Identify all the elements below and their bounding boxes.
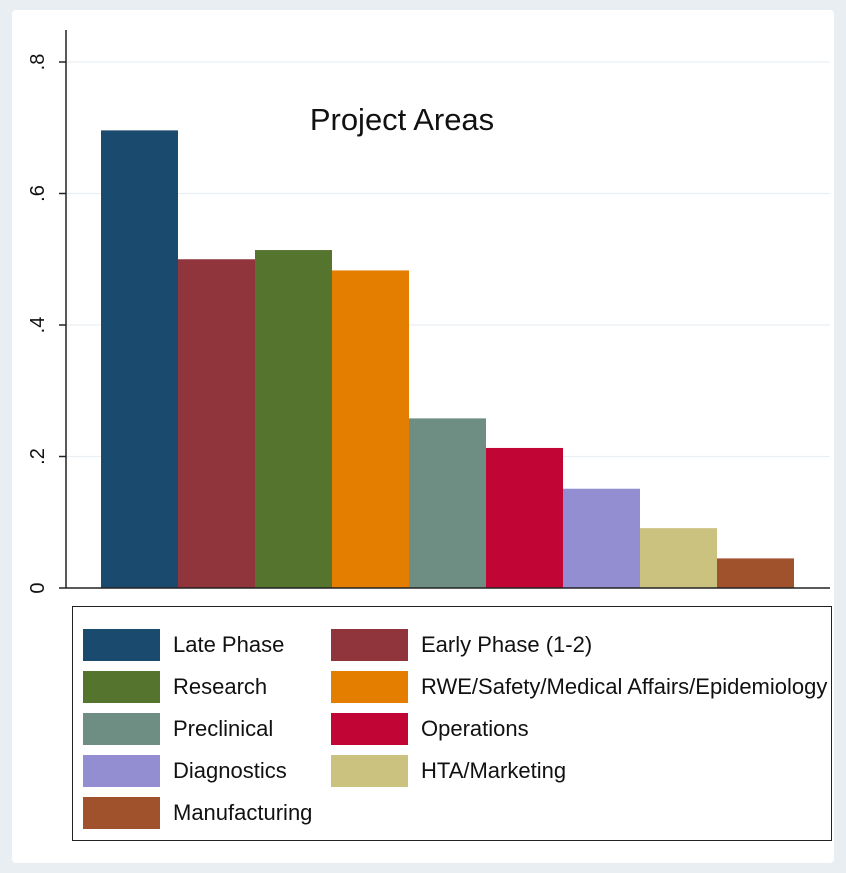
bar-research <box>255 250 332 589</box>
legend-swatch <box>331 755 408 787</box>
legend-label: Research <box>173 674 268 699</box>
legend-item: Late Phase <box>83 627 284 663</box>
legend-item: Early Phase (1-2) <box>331 627 592 663</box>
bar-chart: 0 .2 .4 .6 .8 Project Areas <box>27 30 830 594</box>
legend-swatch <box>331 713 408 745</box>
legend-item: Diagnostics <box>83 753 287 789</box>
bar-hta-marketing <box>640 528 717 588</box>
bar-diagnostics <box>563 488 640 588</box>
chart-frame: 0 .2 .4 .6 .8 Project Areas Late Phase Early … <box>12 10 834 863</box>
legend-item: Manufacturing <box>83 795 312 831</box>
bar-preclinical <box>409 418 486 588</box>
y-tick-label: 0 <box>27 582 49 593</box>
y-tick-label: .2 <box>27 448 49 465</box>
legend-label: Preclinical <box>173 716 274 741</box>
bar-manufacturing <box>717 558 794 588</box>
legend-swatch <box>331 671 408 703</box>
legend-swatch <box>83 755 160 787</box>
y-tick-label: .4 <box>27 317 49 334</box>
legend-label: Manufacturing <box>173 800 313 825</box>
bar-late-phase <box>101 130 178 588</box>
bars-group <box>101 130 794 589</box>
legend-label: Late Phase <box>173 632 285 657</box>
legend-item: Operations <box>331 711 529 747</box>
legend-item: Research <box>83 669 267 705</box>
legend-swatch <box>83 797 160 829</box>
legend-swatch <box>83 671 160 703</box>
legend-label: Early Phase (1-2) <box>421 632 593 657</box>
bar-rwe-safety-medical-affairs-epidemiology <box>332 270 409 588</box>
y-axis: 0 .2 .4 .6 .8 <box>27 30 830 594</box>
legend-swatch <box>83 629 160 661</box>
bar-early-phase-1-2 <box>178 259 255 588</box>
y-tick-label: .6 <box>27 185 49 202</box>
legend-label: HTA/Marketing <box>421 758 567 783</box>
legend-label: RWE/Safety/Medical Affairs/Epidemiology <box>421 674 828 699</box>
legend-swatch <box>83 713 160 745</box>
legend-label: Operations <box>421 716 529 741</box>
bar-operations <box>486 447 563 588</box>
legend-item: HTA/Marketing <box>331 753 566 789</box>
legend-item: RWE/Safety/Medical Affairs/Epidemiology <box>331 669 827 705</box>
legend: Late Phase Early Phase (1-2) Research RWE/S… <box>72 606 832 841</box>
y-tick-label: .8 <box>27 54 49 71</box>
legend-label: Diagnostics <box>173 758 287 783</box>
chart-title: Project Areas <box>310 102 494 137</box>
legend-swatch <box>331 629 408 661</box>
legend-item: Preclinical <box>83 711 273 747</box>
